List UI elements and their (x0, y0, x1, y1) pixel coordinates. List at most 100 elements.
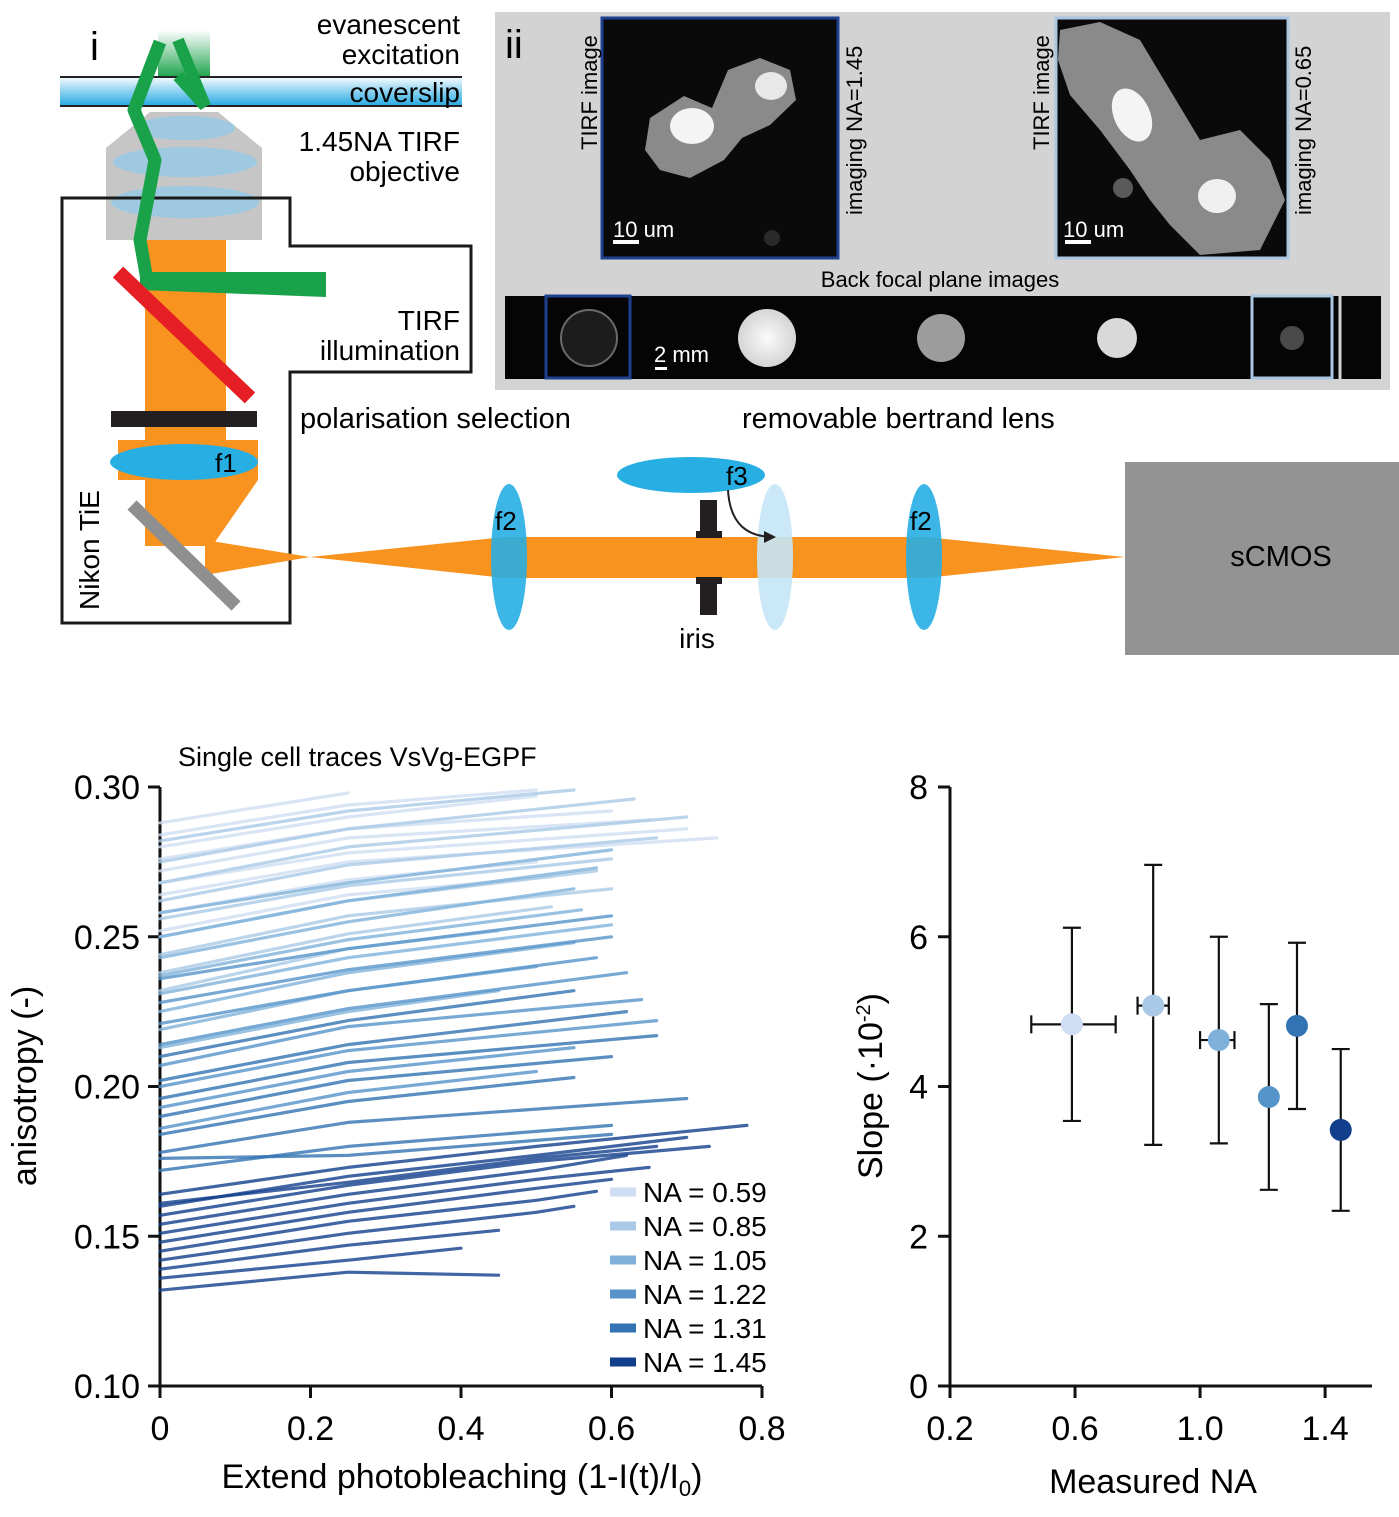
anisotropy-trace (158, 1144, 711, 1217)
x-tick-label: 0.8 (738, 1410, 785, 1448)
slope-x-axis-label: Measured NA (1049, 1463, 1257, 1501)
slope-point (1257, 1085, 1280, 1108)
camera-box (1125, 462, 1399, 655)
lens-f2-left-label: f2 (495, 506, 517, 536)
anisotropy-trace (158, 788, 538, 837)
polarisation-label: polarisation selection (300, 403, 571, 435)
anisotropy-trace (158, 836, 719, 897)
anisotropy-trace (158, 1009, 629, 1083)
micrograph-right-nucleus-2 (1198, 179, 1236, 213)
anisotropy-chart: Single cell traces VsVg-EGPF 0.10 0.15 0.2… (6, 742, 786, 1501)
legend-label: NA = 1.45 (643, 1347, 767, 1378)
micrograph-right-nucleus-1 (1111, 88, 1153, 142)
anisotropy-trace (158, 1153, 629, 1226)
polariser (111, 411, 257, 427)
bfp-disk-3 (917, 314, 965, 362)
iris-top (700, 500, 717, 537)
y-tick-label: 0.30 (74, 769, 140, 807)
y-tick-label: 0.25 (74, 919, 140, 957)
chart-title: Single cell traces VsVg-EGPF (178, 742, 537, 772)
objective-label-2: objective (349, 156, 460, 187)
tirf-label-2: illumination (320, 335, 460, 366)
micrograph-left-na-label: imaging NA=1.45 (842, 46, 867, 215)
iris-label: iris (679, 623, 715, 654)
slope-chart: 0 2 4 6 8 0.2 0.6 1.0 1.4 Slope (·10-2) Measured… (852, 769, 1372, 1501)
bfp-disk-1 (560, 309, 618, 367)
anisotropy-trace (158, 791, 350, 825)
slope-y-axis-label: Slope (·10-2) (852, 993, 890, 1179)
coverslip-label: coverslip (350, 77, 460, 108)
micrograph-right-scale-label: 10 um (1063, 217, 1124, 242)
lens-f2-right-label: f2 (910, 506, 932, 536)
x-tick-label: 0.2 (287, 1410, 334, 1448)
slope-x-tick-label: 0.2 (926, 1410, 973, 1448)
bfp-strip: 2 mm (505, 294, 1381, 380)
anisotropy-trace (158, 1189, 599, 1253)
micrograph-right-side-label: TIRF image (1029, 35, 1054, 150)
anisotropy-trace (158, 1123, 749, 1196)
slope-point (1207, 1029, 1230, 1052)
anisotropy-trace (158, 1075, 576, 1137)
anisotropy-trace (158, 836, 659, 903)
camera-label: sCMOS (1230, 541, 1332, 573)
micrograph-left-scale-label: 10 um (613, 217, 674, 242)
slope-y-tick-label: 8 (909, 769, 928, 807)
lens-f3-label: f3 (726, 461, 748, 491)
anisotropy-trace (158, 1165, 651, 1235)
fold-mirror (127, 500, 241, 611)
emission-beam-turn (205, 540, 310, 575)
y-axis-label: anisotropy (-) (6, 986, 44, 1186)
slope-x-tick-label: 0.6 (1051, 1410, 1098, 1448)
anisotropy-trace (158, 956, 599, 1026)
iris-bottom-lip (696, 577, 722, 584)
bfp-disk-5 (1280, 326, 1304, 350)
slope-point (1142, 994, 1165, 1017)
objective-lens-3 (111, 186, 259, 218)
bfp-frame-5 (1250, 294, 1334, 380)
anisotropy-trace (158, 815, 689, 885)
anisotropy-trace (158, 1228, 501, 1271)
bfp-frame-1 (544, 294, 632, 380)
bfp-scalebar (655, 367, 667, 370)
objective-lens-1 (135, 116, 235, 140)
anisotropy-trace (158, 935, 614, 1005)
micrograph-right: 10 um TIRF image imaging NA=0.65 (1029, 16, 1316, 260)
excitation-beam-in (140, 272, 326, 297)
excitation-path-right (172, 37, 211, 111)
slope-point (1060, 1013, 1083, 1036)
legend-label: NA = 1.22 (643, 1279, 767, 1310)
anisotropy-trace (158, 1270, 501, 1292)
bertrand-label: removable bertrand lens (742, 403, 1055, 435)
lens-f1 (110, 444, 258, 480)
anisotropy-trace (158, 887, 576, 960)
legend-label: NA = 0.85 (643, 1211, 767, 1242)
anisotropy-trace (158, 1123, 614, 1173)
anisotropy-trace (158, 848, 614, 915)
relay-beam (310, 537, 1125, 578)
micrograph-right-blob (1113, 178, 1133, 198)
iris-top-lip (696, 531, 722, 538)
anisotropy-trace (158, 941, 576, 1014)
slope-y-tick-label: 6 (909, 919, 928, 957)
anisotropy-trace (158, 1132, 614, 1161)
iris-bottom (700, 578, 717, 615)
x-tick-label: 0.6 (588, 1410, 635, 1448)
bfp-disk-4 (1097, 318, 1137, 358)
anisotropy-trace (158, 923, 614, 996)
slope-points (1030, 863, 1352, 1212)
dichroic-mirror (112, 266, 256, 404)
anisotropy-axes: 0.10 0.15 0.20 0.25 0.30 0 0.2 0.4 0.6 0.8 (74, 769, 786, 1448)
anisotropy-trace (158, 971, 629, 1047)
micrograph-left-blob (764, 230, 780, 246)
anisotropy-trace (158, 857, 614, 921)
anisotropy-trace (158, 1054, 614, 1119)
slope-y-label-sup: -2 (853, 1004, 875, 1022)
anisotropy-trace (158, 794, 538, 849)
anisotropy-trace (158, 1018, 659, 1089)
bertrand-lens (757, 484, 793, 630)
anisotropy-trace (158, 788, 576, 843)
panel-i: i f1 Nikon TiE evanescent (60, 9, 473, 625)
bertrand-arrowhead (764, 531, 776, 543)
